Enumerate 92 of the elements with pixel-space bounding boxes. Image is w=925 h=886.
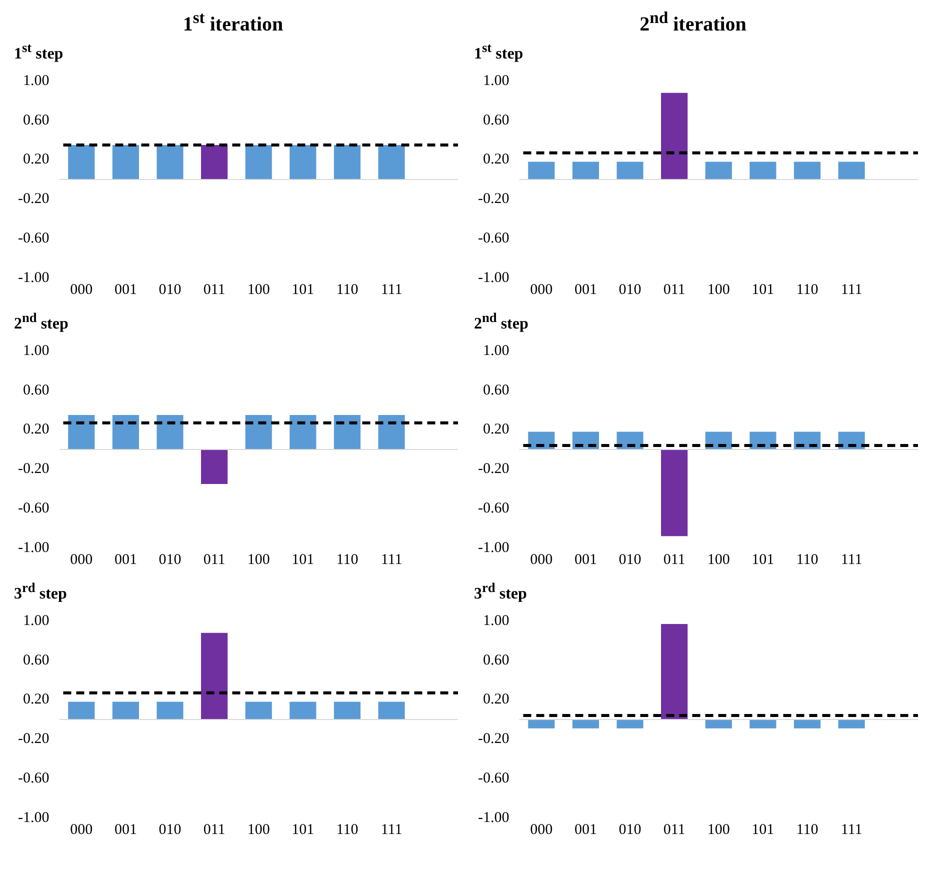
x-tick-label: 111 xyxy=(380,552,402,568)
y-tick-label: 0.20 xyxy=(22,692,50,708)
x-tick-label: 001 xyxy=(114,822,137,838)
y-tick-label: 0.20 xyxy=(482,152,510,168)
y-tick-label: -1.00 xyxy=(18,810,50,826)
chart-subtitle: 3$^{rd}$ step xyxy=(13,580,68,602)
y-tick-label: -1.00 xyxy=(18,270,50,286)
x-tick-label: 111 xyxy=(380,822,402,838)
y-tick-label: -0.60 xyxy=(18,230,50,247)
chart-subtitle: 2$^{nd}$ step xyxy=(473,310,530,332)
y-tick-label: -0.60 xyxy=(478,770,510,787)
y-tick-label: 1.00 xyxy=(482,342,510,359)
x-tick-label: 000 xyxy=(530,282,553,298)
y-tick-label: 1.00 xyxy=(482,612,510,629)
chart-subtitle: 3$^{rd}$ step xyxy=(473,580,528,602)
x-tick-label: 101 xyxy=(752,552,774,568)
x-tick-label: 001 xyxy=(114,282,137,298)
x-tick-label: 010 xyxy=(158,282,182,298)
x-tick-label: 100 xyxy=(247,822,270,838)
y-tick-label: 1.00 xyxy=(22,72,50,89)
x-tick-label: 001 xyxy=(574,822,597,838)
y-tick-label: 0.60 xyxy=(482,112,510,128)
chart-subtitle: 2$^{nd}$ step xyxy=(13,310,70,332)
x-tick-label: 000 xyxy=(70,282,93,298)
x-tick-label: 110 xyxy=(796,282,818,298)
x-tick-label: 011 xyxy=(203,822,226,838)
y-tick-label: 0.20 xyxy=(22,152,50,168)
x-tick-label: 110 xyxy=(796,822,818,838)
y-tick-label: -1.00 xyxy=(478,810,510,826)
x-tick-label: 011 xyxy=(663,552,686,568)
y-tick-label: 0.60 xyxy=(482,382,510,398)
x-tick-label: 011 xyxy=(203,282,226,298)
y-tick-label: -1.00 xyxy=(18,540,50,556)
x-tick-label: 111 xyxy=(840,822,862,838)
x-tick-label: 110 xyxy=(336,552,358,568)
x-tick-label: 010 xyxy=(618,282,642,298)
x-tick-label: 110 xyxy=(796,552,818,568)
y-tick-label: -0.60 xyxy=(478,230,510,247)
y-tick-label: -1.00 xyxy=(478,270,510,286)
x-tick-label: 000 xyxy=(70,822,93,838)
x-tick-label: 010 xyxy=(618,822,642,838)
y-tick-label: 1.00 xyxy=(482,72,510,89)
y-tick-label: 0.60 xyxy=(22,652,50,668)
x-tick-label: 110 xyxy=(336,282,358,298)
y-tick-label: 0.20 xyxy=(482,692,510,708)
x-tick-label: 101 xyxy=(292,552,314,568)
x-tick-label: 111 xyxy=(840,552,862,568)
x-tick-label: 100 xyxy=(247,552,270,568)
y-tick-label: -0.20 xyxy=(18,461,50,478)
chart-subtitle: 1$^{st}$ step xyxy=(473,40,524,62)
x-tick-label: 101 xyxy=(752,282,774,298)
y-tick-label: 0.60 xyxy=(22,382,50,398)
x-tick-label: 110 xyxy=(336,822,358,838)
y-tick-label: 0.60 xyxy=(482,652,510,668)
y-tick-label: -0.20 xyxy=(478,461,510,478)
x-tick-label: 001 xyxy=(574,282,597,298)
x-tick-label: 111 xyxy=(380,282,402,298)
x-tick-label: 111 xyxy=(840,282,862,298)
x-tick-label: 000 xyxy=(70,552,93,568)
y-tick-label: 0.20 xyxy=(22,422,50,438)
x-tick-label: 001 xyxy=(574,552,597,568)
x-tick-label: 100 xyxy=(707,552,730,568)
x-tick-label: 100 xyxy=(707,822,730,838)
y-tick-label: 1.00 xyxy=(22,342,50,359)
x-tick-label: 000 xyxy=(530,552,553,568)
y-tick-label: -0.60 xyxy=(18,500,50,517)
y-tick-label: -0.60 xyxy=(18,770,50,787)
x-tick-label: 100 xyxy=(247,282,270,298)
y-tick-label: 1.00 xyxy=(22,612,50,629)
x-tick-label: 001 xyxy=(114,552,137,568)
x-tick-label: 011 xyxy=(663,822,686,838)
y-tick-label: -1.00 xyxy=(478,540,510,556)
chart-subtitle: 1$^{st}$ step xyxy=(13,40,64,62)
x-tick-label: 101 xyxy=(752,822,774,838)
y-tick-label: -0.20 xyxy=(478,191,510,208)
y-tick-label: -0.20 xyxy=(18,191,50,208)
chart-title: 2$^{nd}$ iteration xyxy=(638,8,748,38)
y-tick-label: -0.20 xyxy=(478,731,510,748)
x-tick-label: 100 xyxy=(707,282,730,298)
x-tick-label: 010 xyxy=(158,822,182,838)
y-tick-label: 0.60 xyxy=(22,112,50,128)
x-tick-label: 000 xyxy=(530,822,553,838)
x-tick-label: 010 xyxy=(158,552,182,568)
x-tick-label: 011 xyxy=(663,282,686,298)
y-tick-label: 0.20 xyxy=(482,422,510,438)
y-tick-label: -0.60 xyxy=(478,500,510,517)
x-tick-label: 101 xyxy=(292,822,314,838)
x-tick-label: 010 xyxy=(618,552,642,568)
x-tick-label: 011 xyxy=(203,552,226,568)
x-tick-label: 101 xyxy=(292,282,314,298)
y-tick-label: -0.20 xyxy=(18,731,50,748)
chart-title: 1$^{st}$ iteration xyxy=(182,8,284,38)
